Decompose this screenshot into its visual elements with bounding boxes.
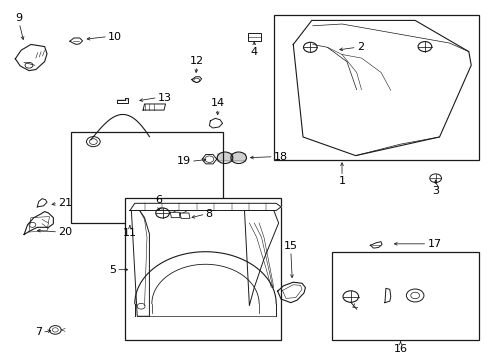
Text: 12: 12 (189, 56, 203, 66)
Text: 3: 3 (431, 186, 438, 197)
Text: 15: 15 (283, 241, 297, 251)
Text: 19: 19 (176, 156, 190, 166)
Text: 14: 14 (210, 98, 224, 108)
Text: 13: 13 (158, 93, 171, 103)
Bar (71, 132, 222, 223)
Text: 9: 9 (16, 13, 23, 23)
Text: 1: 1 (338, 176, 345, 186)
Text: 7: 7 (35, 327, 42, 337)
Bar (331, 252, 478, 339)
Text: 20: 20 (58, 227, 72, 237)
Bar (248, 33, 260, 41)
Text: 10: 10 (108, 32, 122, 41)
Text: 11: 11 (122, 228, 137, 238)
Text: 17: 17 (427, 239, 441, 249)
Text: 18: 18 (273, 152, 287, 162)
Text: 4: 4 (250, 47, 257, 57)
Text: 21: 21 (58, 198, 72, 208)
Text: 6: 6 (155, 195, 163, 205)
Text: 5: 5 (109, 265, 116, 275)
Bar (273, 15, 478, 160)
Text: 16: 16 (393, 344, 407, 354)
Text: 8: 8 (205, 209, 212, 219)
Bar (125, 198, 281, 339)
Text: 2: 2 (356, 42, 363, 52)
Polygon shape (130, 203, 281, 211)
